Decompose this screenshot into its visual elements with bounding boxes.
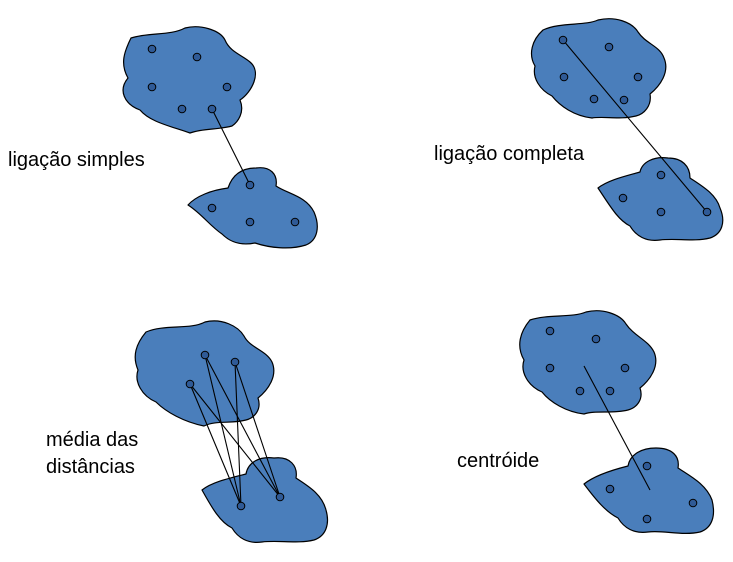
cluster-bottom-points	[618, 170, 712, 217]
data-point	[575, 386, 585, 396]
data-point	[290, 217, 300, 227]
cluster-top-points	[558, 35, 643, 105]
label-average-linkage: média das distâncias	[46, 427, 138, 481]
panel-complete-linkage	[530, 18, 724, 241]
data-point	[618, 193, 628, 203]
cluster-bottom-points	[207, 180, 300, 227]
data-point	[620, 363, 630, 373]
data-point	[177, 104, 187, 114]
label-line: centróide	[457, 450, 540, 472]
data-point	[642, 461, 652, 471]
label-line: distâncias	[46, 456, 135, 478]
single-link-line	[211, 108, 251, 186]
cluster-bottom	[187, 167, 318, 249]
cluster-bottom	[201, 457, 329, 543]
data-point	[207, 104, 217, 114]
data-point	[185, 379, 195, 389]
panel-single-linkage	[122, 26, 318, 249]
average-link-line	[204, 354, 281, 498]
panel-average-linkage	[134, 320, 329, 543]
label-centroid-linkage: centróide	[457, 448, 539, 475]
cluster-bottom-points	[236, 492, 285, 511]
data-point	[192, 52, 202, 62]
panel-centroid-linkage	[519, 310, 715, 535]
data-point	[656, 207, 666, 217]
cluster-top	[519, 310, 657, 415]
data-point	[545, 363, 555, 373]
data-point	[200, 350, 210, 360]
data-point	[230, 357, 240, 367]
data-point	[558, 35, 568, 45]
cluster-bottom	[597, 157, 724, 241]
cluster-top	[530, 18, 667, 119]
centroid-link-line	[583, 365, 651, 491]
data-point	[605, 386, 615, 396]
data-point	[589, 94, 599, 104]
cluster-bottom-points	[605, 461, 698, 524]
data-point	[245, 217, 255, 227]
data-point	[604, 42, 614, 52]
data-point	[656, 170, 666, 180]
data-point	[545, 326, 555, 336]
data-point	[245, 180, 255, 190]
data-point	[559, 72, 569, 82]
average-link-line	[189, 383, 281, 498]
data-point	[619, 95, 629, 105]
complete-link-line	[562, 39, 708, 213]
label-single-linkage: ligação simples	[8, 147, 145, 174]
cluster-top-points	[147, 44, 232, 114]
data-point	[702, 207, 712, 217]
data-point	[275, 492, 285, 502]
average-link-line	[204, 354, 242, 507]
cluster-top-points	[545, 326, 630, 396]
data-point	[222, 82, 232, 92]
average-link-lines	[189, 354, 281, 507]
average-link-line	[189, 383, 242, 507]
data-point	[147, 82, 157, 92]
label-line: ligação completa	[434, 143, 585, 165]
data-point	[147, 44, 157, 54]
average-link-line	[234, 361, 242, 507]
data-point	[605, 484, 615, 494]
data-point	[236, 501, 246, 511]
cluster-top-points	[185, 350, 240, 389]
cluster-top	[122, 26, 256, 134]
cluster-top	[134, 320, 275, 427]
data-point	[688, 498, 698, 508]
data-point	[642, 514, 652, 524]
data-point	[591, 334, 601, 344]
label-line: ligação simples	[8, 149, 145, 171]
label-complete-linkage: ligação completa	[434, 141, 584, 168]
data-point	[633, 72, 643, 82]
average-link-line	[234, 361, 281, 498]
data-point	[207, 203, 217, 213]
label-line: média das	[46, 429, 139, 451]
